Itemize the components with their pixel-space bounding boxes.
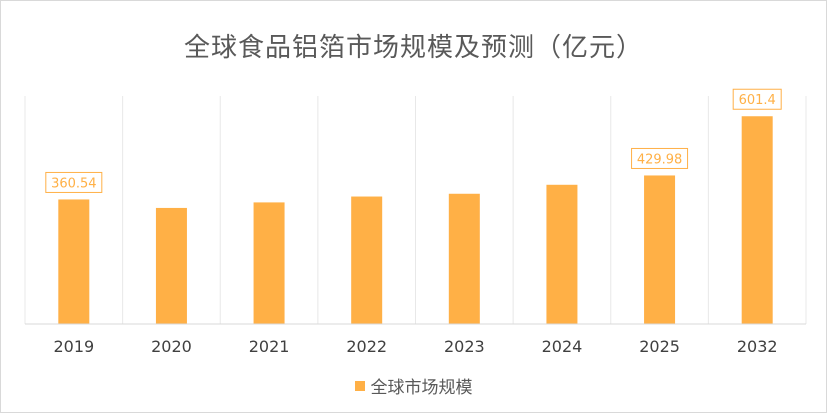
bar-2024 <box>546 184 578 324</box>
data-label: 360.54 <box>51 176 97 191</box>
legend-swatch <box>354 380 365 391</box>
data-label-box <box>45 171 103 193</box>
chart-title: 全球食品铝箔市场规模及预测（亿元） <box>183 33 643 63</box>
data-label-box <box>732 88 782 110</box>
label-layer: 360.54 429.98 601.4 <box>45 88 782 193</box>
data-label: 601.4 <box>739 93 776 108</box>
bar-2020 <box>155 207 187 324</box>
x-tick-label: 2032 <box>737 337 778 356</box>
data-label-box <box>631 147 689 169</box>
x-tick-label: 2025 <box>639 337 680 356</box>
bar-2019 <box>58 199 90 324</box>
bar-2032 <box>741 116 773 324</box>
x-tick-label: 2024 <box>542 337 583 356</box>
x-tick-label: 2022 <box>346 337 387 356</box>
bar-2025 <box>644 175 676 324</box>
x-tick-label: 2023 <box>444 337 485 356</box>
x-tick-label: 2019 <box>53 337 94 356</box>
x-tick-label: 2021 <box>249 337 290 356</box>
x-tick-label: 2020 <box>151 337 192 356</box>
chart-legend: 全球市场规模 <box>1 373 826 398</box>
grid-layer <box>24 96 807 324</box>
legend-label: 全球市场规模 <box>370 378 473 398</box>
bar-layer <box>58 116 773 324</box>
data-label: 429.98 <box>637 152 683 167</box>
bar-2022 <box>351 196 383 324</box>
tick-layer: 2019 2020 2021 2022 2023 2024 2025 2032 <box>53 337 777 356</box>
bar-2023 <box>448 193 480 324</box>
bar-2021 <box>253 202 285 324</box>
